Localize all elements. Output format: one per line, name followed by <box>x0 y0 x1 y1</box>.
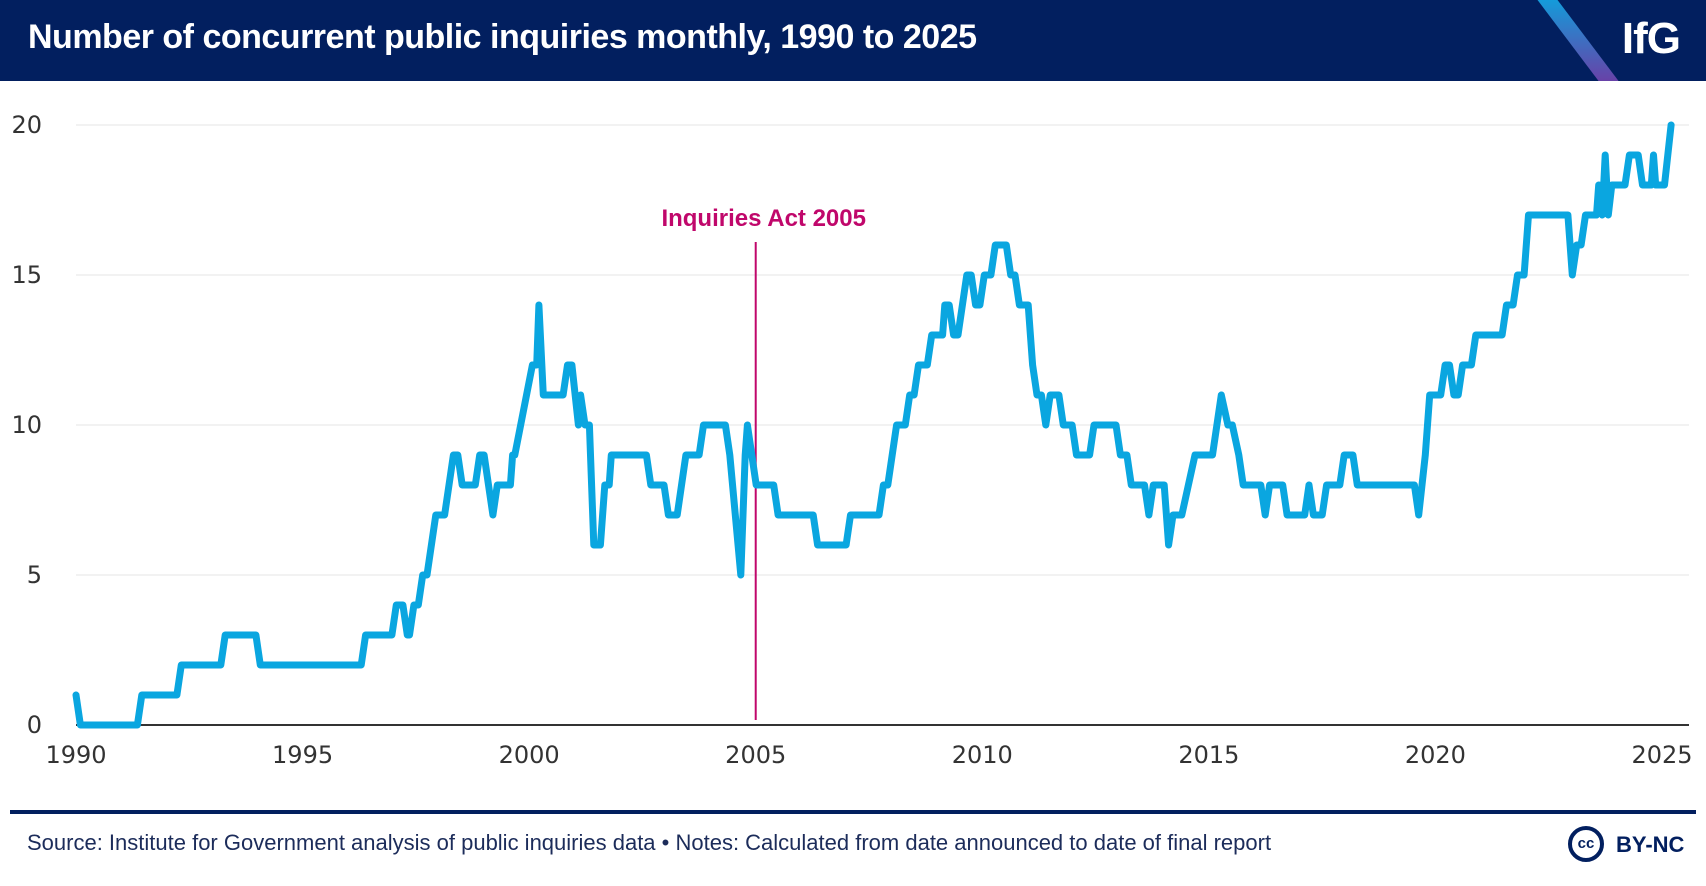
x-tick-label: 2020 <box>1405 741 1466 769</box>
chart-title: Number of concurrent public inquiries mo… <box>28 18 977 56</box>
cc-icon: cc <box>1568 826 1604 862</box>
y-axis-ticks: 0 5 10 15 20 <box>11 111 42 739</box>
x-tick-label: 2010 <box>952 741 1013 769</box>
logo-stripe-icon <box>1530 0 1633 81</box>
x-tick-label: 2000 <box>499 741 560 769</box>
y-tick-label: 20 <box>11 111 42 139</box>
line-chart: 0 5 10 15 20 1990 1995 2000 2005 2010 2015 2020 202… <box>11 111 1692 769</box>
source-note: Source: Institute for Government analysi… <box>27 830 1272 855</box>
x-tick-label: 1990 <box>45 741 106 769</box>
license-label: BY-NC <box>1616 832 1685 857</box>
y-tick-label: 10 <box>11 411 42 439</box>
x-tick-label: 2025 <box>1631 741 1692 769</box>
x-tick-label: 2015 <box>1178 741 1239 769</box>
x-axis-ticks: 1990 1995 2000 2005 2010 2015 2020 2025 <box>45 741 1692 769</box>
gridlines <box>76 124 1689 576</box>
footer-divider <box>10 810 1696 814</box>
x-tick-label: 2005 <box>725 741 786 769</box>
y-tick-label: 5 <box>27 561 42 589</box>
chart-header: Number of concurrent public inquiries mo… <box>0 0 1706 81</box>
x-tick-label: 1995 <box>272 741 333 769</box>
annotation-label: Inquiries Act 2005 <box>661 205 866 232</box>
y-tick-label: 0 <box>27 711 42 739</box>
ifg-logo: IfG <box>1621 14 1681 63</box>
series-line-concurrent-inquiries <box>72 121 1675 729</box>
y-tick-label: 15 <box>11 261 42 289</box>
